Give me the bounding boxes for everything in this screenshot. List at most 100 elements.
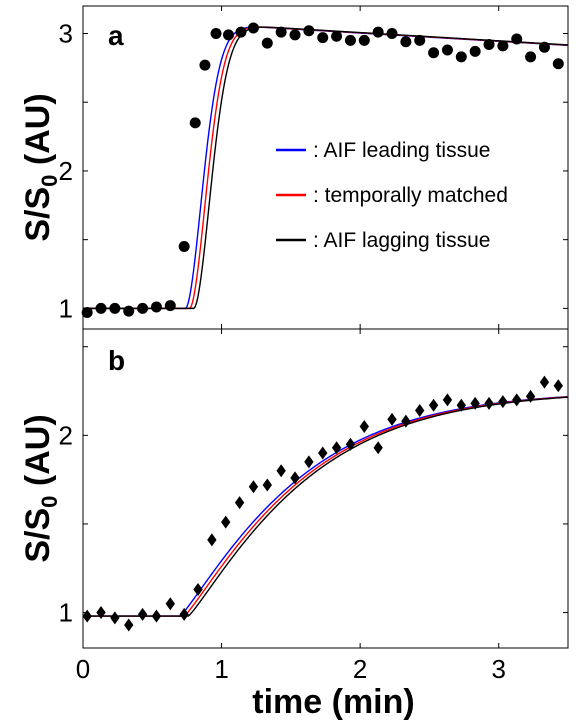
data-point [247,22,259,34]
data-point [470,396,480,410]
y-axis-label-main: S/S [19,508,57,563]
x-tick-label: 2 [353,654,367,684]
plot-frame [82,328,569,649]
data-point [553,379,563,393]
data-point [110,611,120,625]
data-point [179,607,189,621]
data-point [223,29,234,41]
data-point [372,26,384,38]
data-point [331,441,342,455]
data-point [178,241,190,253]
series-line [83,396,568,617]
data-point [189,117,201,129]
data-point [373,441,383,455]
y-tick-label: 1 [59,293,73,323]
data-point [275,26,287,38]
plot-frame [82,5,569,330]
data-point [290,471,300,485]
data-point [199,59,211,71]
y-axis-label: S/S0 (AU) [19,414,62,562]
data-point [345,437,356,451]
data-point [81,307,93,319]
data-point [262,478,272,492]
data-point [276,464,286,478]
data-point [95,302,107,314]
data-point [150,301,162,313]
data-point [193,583,203,597]
data-point [484,396,494,410]
data-point [538,41,550,53]
data-point [414,34,426,46]
data-point [137,607,148,621]
y-tick-label: 2 [59,156,73,186]
data-point [428,398,439,412]
data-point [165,597,175,611]
panel-label: a [108,20,124,51]
data-point [82,609,92,623]
data-point [331,30,343,42]
data-point [483,38,495,50]
data-point [498,395,508,409]
data-point [442,393,453,407]
data-point [303,25,315,37]
data-point [511,33,523,45]
series-line [83,395,568,617]
data-point [234,496,245,510]
data-point [344,34,356,46]
x-tick-label: 1 [214,654,228,684]
y-axis-label-main: S/S [19,187,57,242]
data-point [109,302,121,314]
data-point [137,302,149,314]
data-point [207,533,217,547]
y-tick-label: 1 [59,598,73,628]
data-point [469,45,481,57]
y-axis-label: S/S0 (AU) [19,93,62,241]
y-axis-label-subscript: 0 [37,175,62,187]
data-point [221,515,231,529]
x-axis-label: time (min) [252,683,414,721]
x-tick-label: 0 [76,654,90,684]
panel-a: 1 2 3 a S/S0 (AU): AIF leading tissue: tempo… [19,5,569,330]
data-point [358,34,370,46]
series-line [83,26,568,310]
legend-label: : temporally matched [313,184,508,207]
y-axis-label-suffix: (AU) [19,414,57,495]
data-point [124,618,134,632]
data-point [539,375,550,389]
data-point [210,27,222,39]
data-point [304,455,314,469]
y-axis-label-suffix: (AU) [19,93,57,174]
y-tick-label: 2 [59,420,73,450]
data-point [248,480,259,494]
data-point [512,393,522,407]
panel-b: 120 1 2 3bS/S0 (AU)time (min) [19,328,569,721]
data-point [441,44,453,56]
data-point [123,305,135,317]
data-point [289,29,301,41]
data-point [261,37,273,49]
data-point [96,606,106,620]
legend-label: : AIF lagging tissue [313,229,490,252]
data-point [456,398,466,412]
series-line [83,26,568,310]
data-point [415,404,425,418]
data-point [317,32,329,44]
series-line [83,396,568,617]
panel-label: b [108,345,125,376]
data-point [164,300,176,312]
data-point [552,58,564,70]
data-point [359,419,369,433]
data-point [400,36,412,48]
data-point [235,26,247,38]
data-point [455,51,467,63]
data-point [386,27,398,39]
data-point [318,446,328,460]
data-point [525,51,537,63]
y-tick-label: 3 [59,18,73,48]
data-point [497,40,509,52]
data-point [387,412,397,426]
data-point [151,609,162,623]
series-line [83,26,568,310]
data-point [525,389,536,403]
